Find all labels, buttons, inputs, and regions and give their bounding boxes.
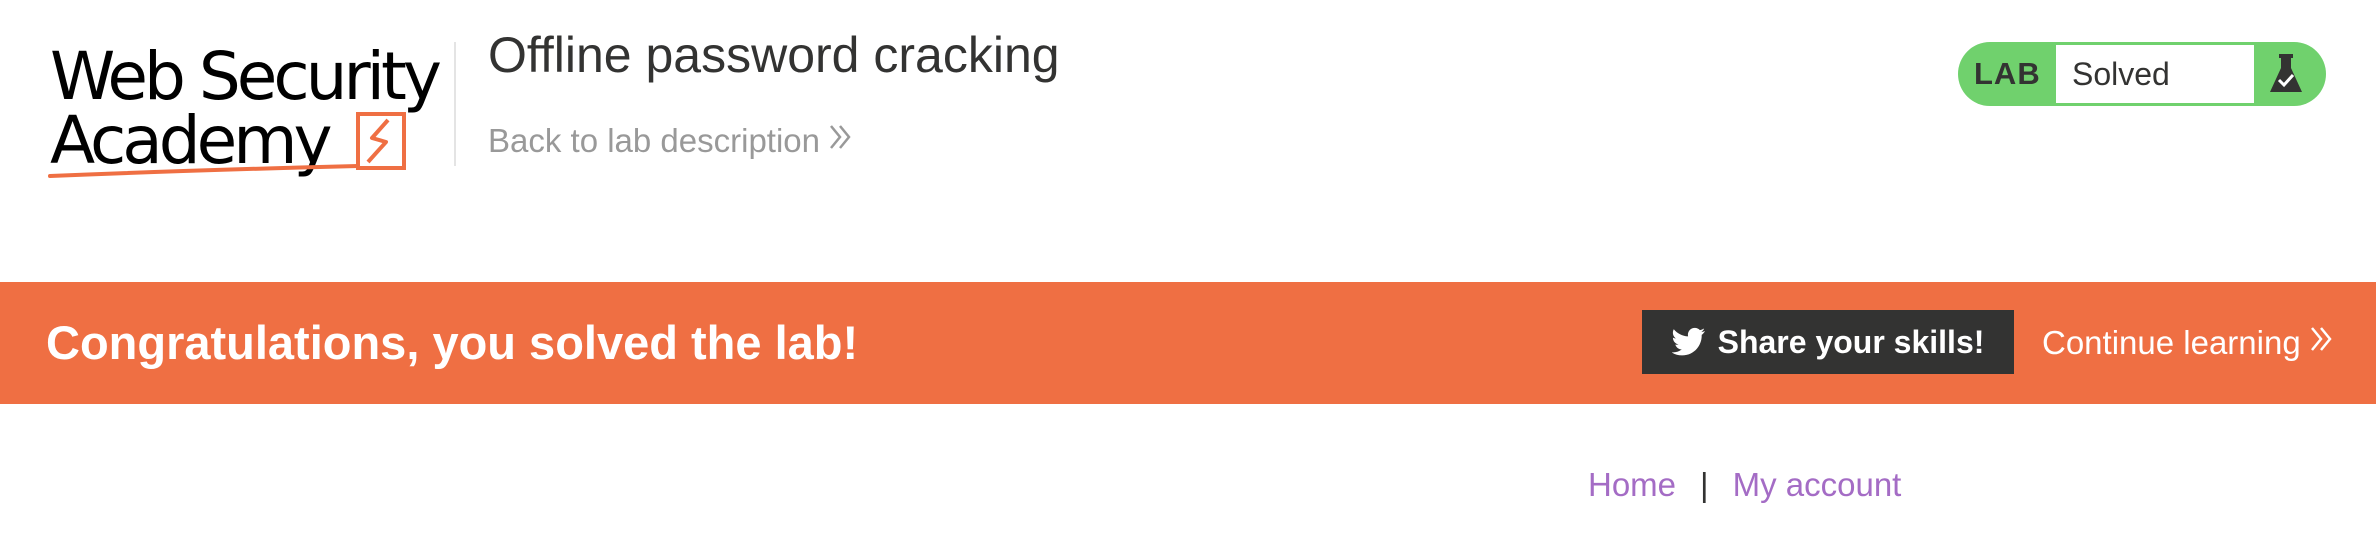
nav-separator: | <box>1700 466 1709 503</box>
flask-check-icon <box>2262 50 2310 98</box>
logo-text-line2: Academy <box>50 102 333 179</box>
lab-header: Web Security Academy Offline password cr… <box>46 27 2326 186</box>
lab-status-value: Solved <box>2056 45 2254 103</box>
top-nav: Home | My account <box>1588 460 1901 510</box>
logo-text-line1: Web Security <box>50 38 442 115</box>
back-to-lab-description-link[interactable]: Back to lab description <box>488 122 852 160</box>
back-link-label: Back to lab description <box>488 122 821 159</box>
web-security-academy-logo[interactable]: Web Security Academy <box>46 38 456 186</box>
continue-learning-label: Continue learning <box>2042 324 2301 361</box>
lab-status-widget: LAB Solved <box>1958 42 2326 106</box>
nav-my-account-link[interactable]: My account <box>1732 466 1902 503</box>
nav-home-link[interactable]: Home <box>1588 466 1677 503</box>
double-chevron-right-icon <box>2309 324 2333 362</box>
lab-status-label: LAB <box>1974 56 2041 91</box>
logo-lightning-icon <box>48 112 406 178</box>
header-divider <box>454 42 456 166</box>
lab-title: Offline password cracking <box>488 27 1060 83</box>
double-chevron-right-icon <box>828 122 852 160</box>
share-your-skills-button[interactable]: Share your skills! <box>1642 310 2014 374</box>
solved-message: Congratulations, you solved the lab! <box>46 316 859 369</box>
share-button-label: Share your skills! <box>1717 323 1985 360</box>
solved-banner: Congratulations, you solved the lab! Sha… <box>0 282 2376 404</box>
twitter-icon <box>1671 327 1706 357</box>
continue-learning-link[interactable]: Continue learning <box>2042 282 2333 404</box>
